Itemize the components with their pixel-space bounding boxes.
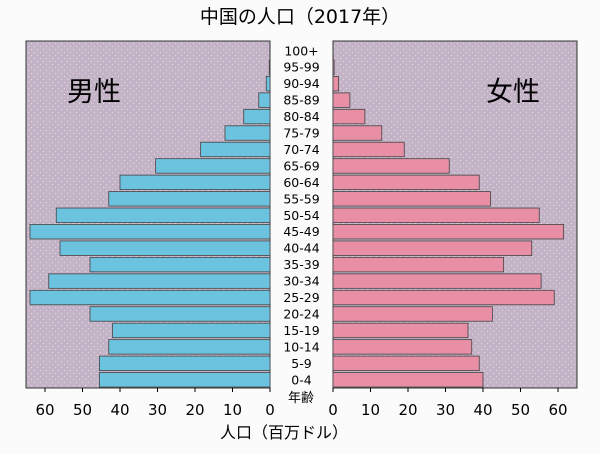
male-x-tick-label: 50 <box>73 401 92 419</box>
age-label-60-64: 60-64 <box>283 175 319 190</box>
male-bar-35-39 <box>89 256 271 273</box>
female-x-tick-label: 60 <box>548 401 567 419</box>
female-bar-35-39 <box>332 256 505 273</box>
female-x-tick-label: 40 <box>473 401 492 419</box>
female-bar-80-84 <box>332 108 366 125</box>
male-bar-85-89 <box>258 92 271 108</box>
age-label-85-89: 85-89 <box>283 93 319 108</box>
female-bar-65-69 <box>332 158 450 174</box>
age-label-0-4: 0-4 <box>291 372 311 387</box>
male-bar-60-64 <box>119 174 271 191</box>
male-bar-50-54 <box>55 207 271 223</box>
female-bar-45-49 <box>332 224 565 240</box>
female-label: 女性 <box>486 77 540 108</box>
female-bar-60-64 <box>332 174 480 191</box>
x-axis-label: 人口（百万ドル） <box>220 423 348 442</box>
male-bar-45-49 <box>29 224 271 240</box>
male-x-tick-label: 10 <box>223 401 242 419</box>
male-bar-90-94 <box>265 76 271 92</box>
age-label-65-69: 65-69 <box>283 158 319 173</box>
male-bar-5-9 <box>98 355 271 371</box>
male-bars <box>29 59 271 388</box>
male-bar-65-69 <box>155 158 271 174</box>
age-label-100+: 100+ <box>284 43 318 58</box>
male-bar-55-59 <box>108 191 271 207</box>
male-bar-70-74 <box>200 141 271 158</box>
female-bar-50-54 <box>332 207 540 223</box>
male-bar-75-79 <box>224 125 271 141</box>
male-x-tick-label: 30 <box>148 401 167 419</box>
male-bar-40-44 <box>59 240 271 256</box>
age-label-25-29: 25-29 <box>283 290 319 305</box>
female-x-tick-label: 20 <box>398 401 417 419</box>
female-bar-30-34 <box>332 273 542 289</box>
female-bar-25-29 <box>332 289 555 306</box>
male-x-tick-label: 40 <box>110 401 129 419</box>
female-bar-75-79 <box>332 125 383 141</box>
age-label-40-44: 40-44 <box>283 241 319 256</box>
age-label-30-34: 30-34 <box>283 274 319 289</box>
male-x-tick-label: 20 <box>185 401 204 419</box>
male-bar-30-34 <box>48 273 271 289</box>
age-label-35-39: 35-39 <box>283 257 319 272</box>
male-x-tick-label: 60 <box>35 401 54 419</box>
chart-title: 中国の人口（2017年） <box>200 6 400 28</box>
age-label-10-14: 10-14 <box>283 339 319 354</box>
age-axis-label: 年齢 <box>288 391 314 406</box>
female-bar-70-74 <box>332 141 405 158</box>
age-label-15-19: 15-19 <box>283 323 319 338</box>
female-bar-15-19 <box>332 322 469 339</box>
male-bar-95-99 <box>268 59 271 75</box>
age-label-90-94: 90-94 <box>283 76 319 91</box>
age-label-70-74: 70-74 <box>283 142 319 157</box>
female-bar-95-99 <box>332 59 335 75</box>
male-bar-80-84 <box>243 108 271 125</box>
male-label: 男性 <box>67 77 121 108</box>
female-bar-90-94 <box>332 76 340 92</box>
female-bar-5-9 <box>332 355 480 371</box>
age-label-45-49: 45-49 <box>283 224 319 239</box>
female-bar-20-24 <box>332 306 493 322</box>
female-x-tick-label: 10 <box>361 401 380 419</box>
female-bars <box>332 59 565 388</box>
age-label-55-59: 55-59 <box>283 191 319 206</box>
female-x-tick-label: 30 <box>436 401 455 419</box>
age-label-20-24: 20-24 <box>283 306 319 321</box>
male-bar-10-14 <box>108 339 271 355</box>
male-bar-20-24 <box>89 306 271 322</box>
female-x-tick-label: 50 <box>511 401 530 419</box>
x-axes: 60 60 50 50 40 40 30 30 20 20 10 10 0 0 <box>35 388 568 419</box>
age-label-80-84: 80-84 <box>283 109 319 124</box>
female-bar-10-14 <box>332 339 473 355</box>
male-x-tick-label: 0 <box>265 401 275 419</box>
age-label-95-99: 95-99 <box>283 60 319 75</box>
female-bar-85-89 <box>332 92 351 108</box>
male-bar-25-29 <box>29 289 271 306</box>
male-bar-0-4 <box>98 372 271 388</box>
female-bar-40-44 <box>332 240 533 256</box>
female-bar-55-59 <box>332 191 491 207</box>
age-label-50-54: 50-54 <box>283 208 319 223</box>
age-label-5-9: 5-9 <box>291 356 311 371</box>
age-label-75-79: 75-79 <box>283 126 319 141</box>
male-bar-15-19 <box>112 322 271 339</box>
female-x-tick-label: 0 <box>328 401 338 419</box>
female-bar-0-4 <box>332 372 484 388</box>
